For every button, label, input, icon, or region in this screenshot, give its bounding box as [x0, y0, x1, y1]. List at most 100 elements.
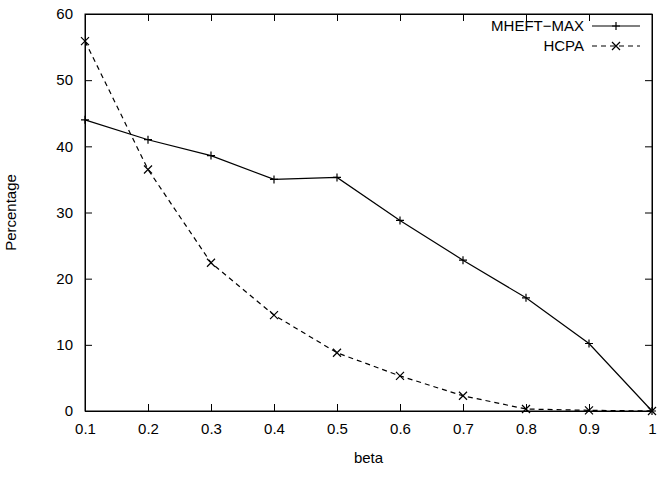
tick-label: 0.1: [75, 420, 96, 437]
tick: 0.7: [453, 404, 474, 437]
tick: [589, 14, 590, 21]
tick: [645, 279, 652, 280]
axis-line: [86, 411, 653, 412]
tick: [148, 14, 149, 21]
axis-line: [86, 14, 653, 15]
tick-label: 0.5: [327, 420, 348, 437]
tick-mark: [85, 80, 92, 81]
tick-mark: [400, 404, 401, 411]
legend-label: MHEFT−MAX: [491, 17, 584, 34]
tick-mark: [463, 14, 464, 21]
tick-mark: [85, 213, 92, 214]
tick-mark: [85, 14, 92, 15]
tick: 0: [65, 402, 92, 419]
tick-mark: [337, 14, 338, 21]
point-marker: [648, 407, 656, 415]
point-marker: [207, 152, 215, 160]
tick: 40: [56, 138, 92, 155]
tick: [274, 14, 275, 21]
tick-mark: [85, 411, 92, 412]
tick-mark: [645, 345, 652, 346]
tick: [645, 14, 652, 15]
tick-label: 0: [65, 402, 73, 419]
tick-mark: [589, 14, 590, 21]
chart: 0.10.20.30.40.50.60.70.80.91010203040506…: [0, 0, 670, 477]
point-marker: [396, 372, 404, 380]
tick: [645, 80, 652, 81]
tick: 0.9: [579, 404, 600, 437]
point-marker: [270, 311, 278, 319]
legend-marker: [612, 22, 620, 30]
tick: 0.2: [138, 404, 159, 437]
tick-label: 60: [56, 5, 73, 22]
tick: 50: [56, 71, 92, 88]
x-axis-title: beta: [354, 449, 384, 466]
tick: 1: [648, 404, 656, 437]
tick-mark: [85, 279, 92, 280]
tick-mark: [400, 14, 401, 21]
point-marker: [522, 294, 530, 302]
tick-mark: [211, 14, 212, 21]
tick-mark: [148, 14, 149, 21]
tick-label: 0.9: [579, 420, 600, 437]
point-marker: [81, 116, 89, 124]
marks: [81, 37, 656, 415]
point-marker: [333, 349, 341, 357]
tick-mark: [645, 80, 652, 81]
tick: [400, 14, 401, 21]
tick: 10: [56, 336, 92, 353]
tick: 0.4: [264, 404, 285, 437]
tick: [645, 345, 652, 346]
point-marker: [522, 405, 530, 413]
tick: [645, 213, 652, 214]
tick-mark: [85, 146, 92, 147]
legend: MHEFT−MAXHCPA: [491, 17, 640, 54]
series-line: [85, 120, 652, 411]
tick-label: 0.4: [264, 420, 285, 437]
tick-mark: [211, 404, 212, 411]
tick: [463, 14, 464, 21]
tick-mark: [85, 345, 92, 346]
tick: 20: [56, 270, 92, 287]
legend-marker: [612, 42, 620, 50]
tick-mark: [645, 279, 652, 280]
tick-label: 0.2: [138, 420, 159, 437]
tick-label: 30: [56, 204, 73, 221]
tick-label: 0.8: [516, 420, 537, 437]
tick-label: 10: [56, 336, 73, 353]
y-axis-right: [645, 15, 653, 412]
y-axis-title: Percentage: [2, 174, 19, 251]
point-marker: [333, 173, 341, 181]
tick: 60: [56, 5, 92, 22]
point-marker: [459, 256, 467, 264]
tick-mark: [463, 404, 464, 411]
tick-label: 0.7: [453, 420, 474, 437]
tick: 0.5: [327, 404, 348, 437]
tick-mark: [645, 14, 652, 15]
axis-line: [652, 15, 653, 412]
tick: [645, 146, 652, 147]
point-marker: [270, 175, 278, 183]
point-marker: [81, 37, 89, 45]
tick-mark: [337, 404, 338, 411]
point-marker: [459, 392, 467, 400]
point-marker: [585, 340, 593, 348]
point-marker: [144, 165, 152, 173]
point-marker: [144, 136, 152, 144]
tick-mark: [645, 146, 652, 147]
tick: 0.3: [201, 404, 222, 437]
plot-frame: [85, 14, 652, 411]
tick-label: 50: [56, 71, 73, 88]
tick-label: 40: [56, 138, 73, 155]
tick: [337, 14, 338, 21]
tick-label: 0.3: [201, 420, 222, 437]
tick-label: 20: [56, 270, 73, 287]
point-marker: [207, 259, 215, 267]
tick-mark: [645, 213, 652, 214]
x-axis: 0.1 0.2 0.3 0.4 0.5 0.6 0.7 0.8 0.9 1: [75, 404, 657, 437]
series-line: [85, 41, 652, 411]
tick-label: 0.6: [390, 420, 411, 437]
plot: 0.10.20.30.40.50.60.70.80.91010203040506…: [56, 5, 656, 436]
tick: 0.6: [390, 404, 411, 437]
tick-mark: [274, 14, 275, 21]
